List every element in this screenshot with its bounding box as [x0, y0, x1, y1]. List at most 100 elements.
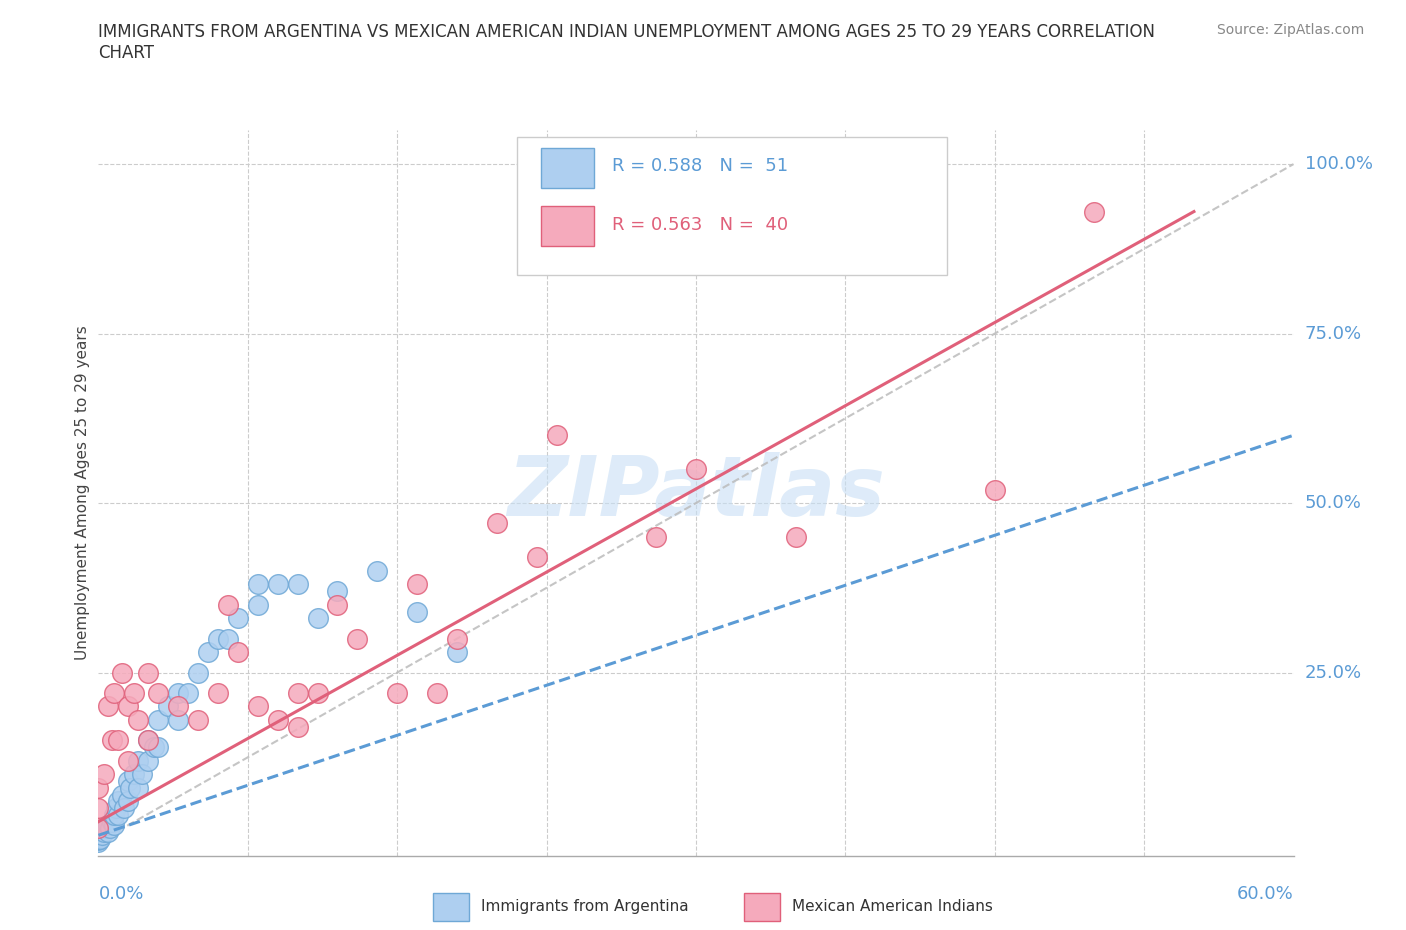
Text: R = 0.588   N =  51: R = 0.588 N = 51	[612, 157, 789, 176]
Point	[157, 699, 180, 714]
Point	[485, 516, 508, 531]
Point	[983, 482, 1005, 497]
Point	[177, 685, 200, 700]
Point	[97, 817, 120, 832]
Point	[98, 821, 122, 836]
FancyBboxPatch shape	[540, 149, 595, 188]
Point	[685, 461, 707, 476]
Point	[148, 739, 170, 754]
Point	[117, 753, 139, 768]
Point	[112, 801, 135, 816]
Point	[167, 685, 190, 700]
Point	[366, 564, 388, 578]
Point	[124, 767, 146, 782]
Point	[101, 815, 124, 830]
Point	[246, 597, 269, 612]
Point	[103, 807, 125, 822]
Text: Immigrants from Argentina: Immigrants from Argentina	[481, 899, 689, 914]
Point	[97, 824, 120, 839]
Point	[117, 774, 139, 789]
Point	[246, 577, 269, 591]
Text: CHART: CHART	[98, 44, 155, 61]
Point	[307, 685, 329, 700]
Point	[287, 685, 309, 700]
Text: Mexican American Indians: Mexican American Indians	[792, 899, 993, 914]
Point	[187, 665, 209, 680]
Point	[136, 665, 159, 680]
FancyBboxPatch shape	[433, 894, 470, 921]
Text: 50.0%: 50.0%	[1305, 494, 1361, 512]
Point	[124, 685, 146, 700]
Point	[127, 780, 149, 795]
Point	[426, 685, 449, 700]
Point	[87, 830, 110, 844]
Point	[207, 685, 229, 700]
Point	[217, 597, 239, 612]
Point	[326, 584, 349, 599]
Point	[267, 712, 290, 727]
Point	[87, 827, 110, 842]
Point	[385, 685, 409, 700]
Point	[267, 577, 290, 591]
Point	[143, 739, 166, 754]
FancyBboxPatch shape	[744, 894, 779, 921]
Point	[207, 631, 229, 646]
Point	[127, 753, 149, 768]
Point	[111, 665, 134, 680]
Point	[197, 644, 219, 659]
Point	[87, 780, 110, 795]
Point	[406, 604, 429, 619]
Point	[111, 787, 134, 802]
Point	[105, 801, 128, 816]
Point	[97, 699, 120, 714]
Point	[446, 644, 468, 659]
Point	[91, 828, 114, 843]
Text: R = 0.563   N =  40: R = 0.563 N = 40	[612, 216, 789, 233]
Text: ZIPatlas: ZIPatlas	[508, 452, 884, 534]
Point	[93, 824, 115, 839]
Point	[89, 831, 111, 846]
Point	[446, 631, 468, 646]
Y-axis label: Unemployment Among Ages 25 to 29 years: Unemployment Among Ages 25 to 29 years	[75, 326, 90, 660]
Point	[87, 822, 110, 837]
FancyBboxPatch shape	[540, 206, 595, 246]
Point	[307, 611, 329, 626]
Point	[103, 685, 125, 700]
Point	[148, 685, 170, 700]
Point	[107, 794, 129, 809]
Point	[217, 631, 239, 646]
Point	[645, 529, 668, 544]
Point	[287, 577, 309, 591]
Point	[526, 550, 548, 565]
Point	[226, 611, 249, 626]
Point	[406, 577, 429, 591]
Point	[226, 644, 249, 659]
Point	[187, 712, 209, 727]
Text: Source: ZipAtlas.com: Source: ZipAtlas.com	[1216, 23, 1364, 37]
Point	[87, 821, 110, 836]
Text: 25.0%: 25.0%	[1305, 664, 1362, 682]
Point	[87, 834, 110, 849]
Point	[167, 699, 190, 714]
Point	[117, 794, 139, 809]
Point	[136, 733, 159, 748]
Text: 60.0%: 60.0%	[1237, 884, 1294, 903]
Text: IMMIGRANTS FROM ARGENTINA VS MEXICAN AMERICAN INDIAN UNEMPLOYMENT AMONG AGES 25 : IMMIGRANTS FROM ARGENTINA VS MEXICAN AME…	[98, 23, 1156, 41]
Point	[785, 529, 807, 544]
Point	[246, 699, 269, 714]
Point	[136, 733, 159, 748]
Point	[1083, 204, 1105, 219]
Point	[131, 767, 153, 782]
Point	[136, 753, 159, 768]
Point	[127, 712, 149, 727]
Point	[96, 821, 118, 836]
Point	[546, 428, 568, 443]
Point	[167, 712, 190, 727]
Point	[107, 733, 129, 748]
Text: 0.0%: 0.0%	[98, 884, 143, 903]
Point	[120, 780, 142, 795]
Point	[326, 597, 349, 612]
Point	[107, 807, 129, 822]
Point	[87, 801, 110, 816]
Point	[103, 817, 125, 832]
